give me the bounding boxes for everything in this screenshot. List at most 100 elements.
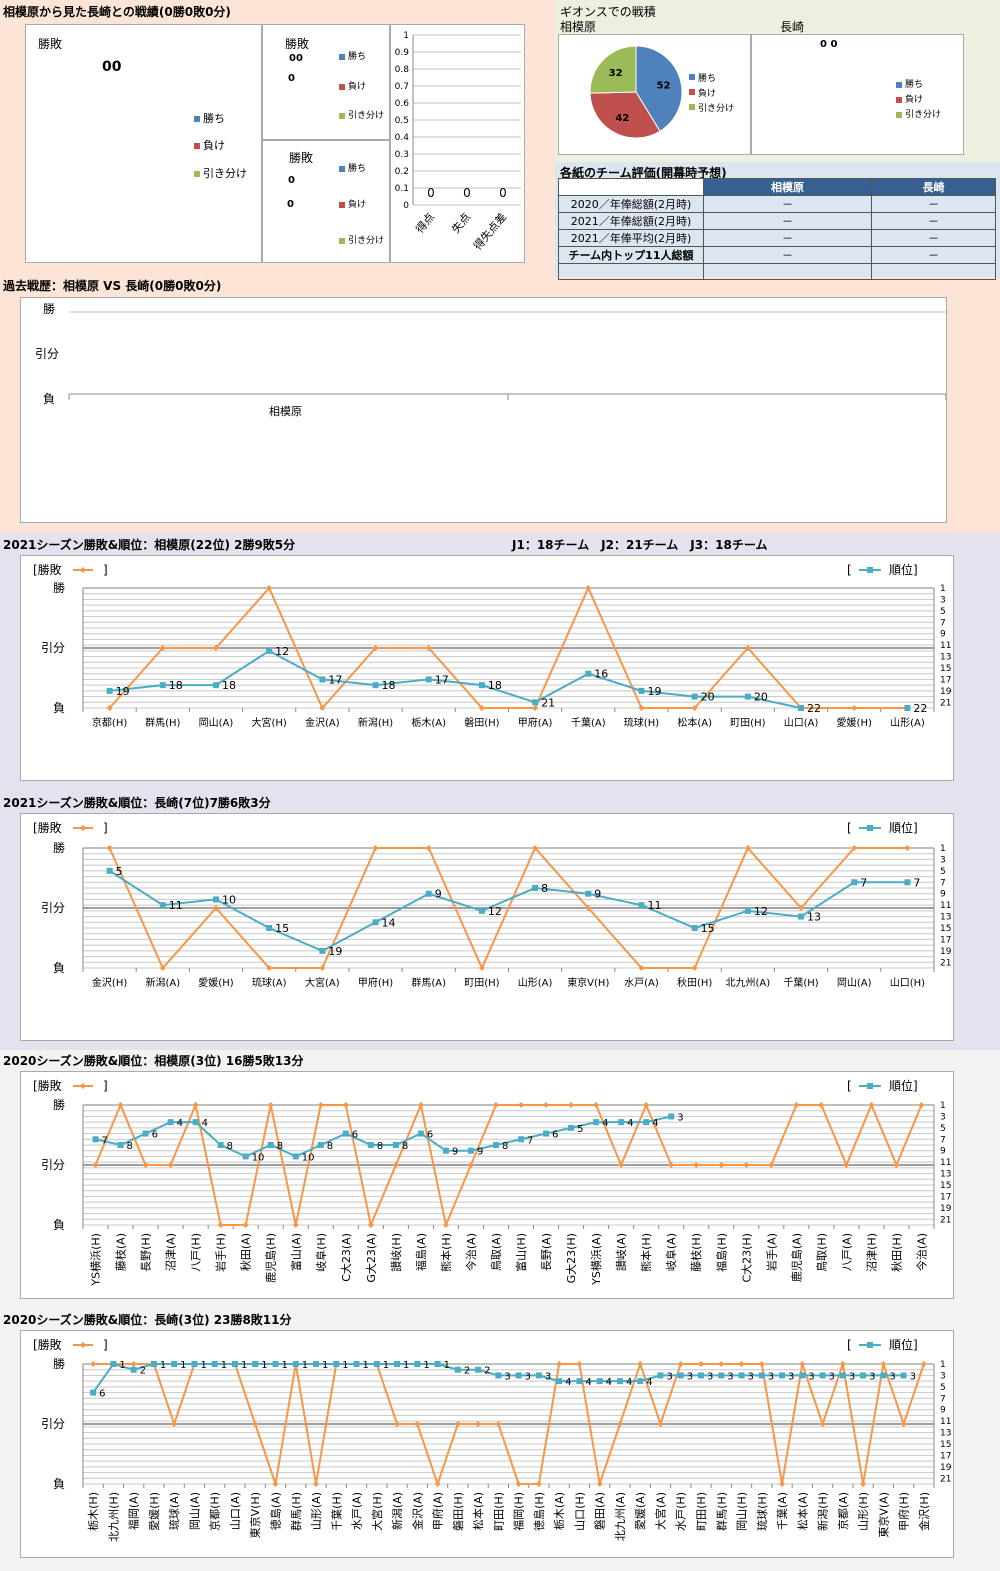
rank-data-label: 3: [748, 1371, 754, 1382]
result-point: [192, 1102, 199, 1108]
rank-point: [518, 1136, 525, 1143]
rank-tick: 7: [940, 1394, 946, 1404]
category-label: 長野(H): [140, 1233, 153, 1272]
result-point: [637, 1361, 644, 1367]
rank-data-label: 9: [452, 1147, 458, 1158]
h2h-score-chart-panel: 0 0.1 0.2 0.3 0.4 0.5 0.6 0.7 0.8 0.9 1 0 得点 0 失点 0 得失点差: [390, 24, 525, 263]
rank-point: [417, 1130, 424, 1137]
rank-tick: 19: [940, 947, 952, 957]
rank-tick: 3: [940, 855, 946, 865]
rank-point: [373, 1361, 380, 1367]
rank-point: [819, 1372, 826, 1379]
result-point: [319, 705, 326, 711]
category-label: 岡山(A): [837, 977, 872, 989]
rank-tick: 5: [940, 1124, 946, 1134]
legend-win: 勝ち: [339, 49, 366, 62]
result-point: [843, 1162, 850, 1168]
category-label: 千葉(A): [571, 716, 606, 729]
rank-data-label: 3: [727, 1371, 733, 1382]
result-point: [718, 1162, 725, 1168]
bar-ytick: 0.1: [395, 184, 409, 194]
result-point: [475, 1421, 482, 1427]
category-label: 千葉(A): [775, 1492, 789, 1530]
rank-data-label: 17: [328, 673, 342, 686]
rank-tick: 19: [940, 1204, 952, 1214]
gions-right-values: 0 0: [820, 39, 838, 50]
result-point: [860, 1481, 867, 1487]
category-label: 徳島(A): [268, 1492, 282, 1530]
result-axis-loss: 負: [53, 1477, 65, 1491]
evaluation-header-right: 長崎: [871, 178, 996, 196]
rank-point: [110, 1361, 117, 1367]
category-label: 長野(A): [540, 1233, 553, 1271]
result-point: [267, 1102, 274, 1108]
win-swatch: [339, 53, 345, 60]
result-point: [918, 1102, 925, 1108]
rank-point: [657, 1372, 664, 1379]
result-point: [535, 1481, 542, 1487]
rank-data-label: 1: [180, 1360, 186, 1371]
rank-point: [414, 1361, 421, 1367]
rank-point: [585, 890, 592, 897]
category-label: 甲府(A): [518, 716, 553, 729]
result-point: [819, 1421, 826, 1427]
rank-point: [475, 1366, 482, 1373]
result-axis-draw: 引分: [41, 1158, 65, 1172]
rank-data-label: 11: [647, 899, 661, 912]
category-label: 金沢(A): [305, 716, 340, 729]
result-line: [94, 1101, 923, 1229]
rank-point: [904, 705, 911, 711]
history-chart: 勝 引分 負 相模原: [35, 301, 947, 418]
legend-draw: 引き分け: [339, 233, 384, 246]
rank-data-label: 3: [869, 1371, 875, 1382]
rank-data-label: 4: [606, 1377, 612, 1388]
legend-rank-open: [: [847, 1079, 852, 1093]
category-label: 八戸(H): [190, 1233, 203, 1272]
evaluation-cell: －: [871, 212, 996, 230]
category-label: 讃岐(A): [615, 1233, 628, 1271]
category-label: 金沢(H): [917, 1492, 931, 1531]
result-point: [425, 845, 432, 851]
rank-point: [779, 1372, 786, 1379]
rank-point: [150, 1361, 157, 1367]
category-label: 磐田(H): [451, 1492, 465, 1531]
legend-rank-open: [: [847, 821, 852, 835]
rank-point: [342, 1130, 349, 1137]
category-label: 愛媛(A): [633, 1492, 647, 1530]
rank-point: [130, 1366, 137, 1373]
rank-point: [697, 1372, 704, 1379]
category-label: 福島(H): [714, 1233, 728, 1272]
legend-win: 勝ち: [194, 110, 225, 126]
rank-point: [313, 1361, 320, 1367]
rank-data-label: 12: [275, 645, 289, 658]
rank-data-label: 10: [252, 1152, 265, 1163]
result-point: [818, 1102, 825, 1108]
rank-tick: 1: [940, 844, 946, 854]
result-point: [414, 1421, 421, 1427]
rank-data-label: 3: [889, 1371, 895, 1382]
category-label: 福岡(A): [127, 1492, 141, 1530]
category-label: 新潟(A): [390, 1492, 404, 1530]
h2h-home-panel: 勝敗 00 0 勝ち 負け 引き分け: [262, 24, 390, 140]
category-label: 群馬(H): [714, 1492, 728, 1531]
category-label: 北九州(A): [614, 1492, 627, 1541]
evaluation-cell: －: [871, 229, 996, 247]
season3-title: 2020シーズン勝敗&順位：相模原(3位) 16勝5敗13分: [3, 1054, 304, 1068]
result-point: [585, 585, 592, 591]
rank-data-label: 6: [99, 1389, 105, 1400]
rank-data-label: 4: [565, 1377, 571, 1388]
gions-right-team: 長崎: [780, 20, 805, 34]
rank-data-label: 6: [352, 1130, 358, 1141]
rank-tick: 13: [940, 653, 951, 663]
result-point: [638, 705, 645, 711]
result-axis-win: 勝: [53, 1097, 65, 1112]
category-label: 水戸(H): [675, 1492, 688, 1531]
category-label: 山形(A): [518, 977, 553, 989]
rank-data-label: 4: [646, 1377, 652, 1388]
result-point: [90, 1361, 97, 1367]
rank-data-label: 6: [552, 1130, 558, 1141]
rank-point: [319, 947, 326, 954]
category-label: 山口(H): [573, 1492, 586, 1531]
category-label: 讃岐(H): [390, 1233, 403, 1272]
legend-loss: 負け: [339, 79, 366, 92]
